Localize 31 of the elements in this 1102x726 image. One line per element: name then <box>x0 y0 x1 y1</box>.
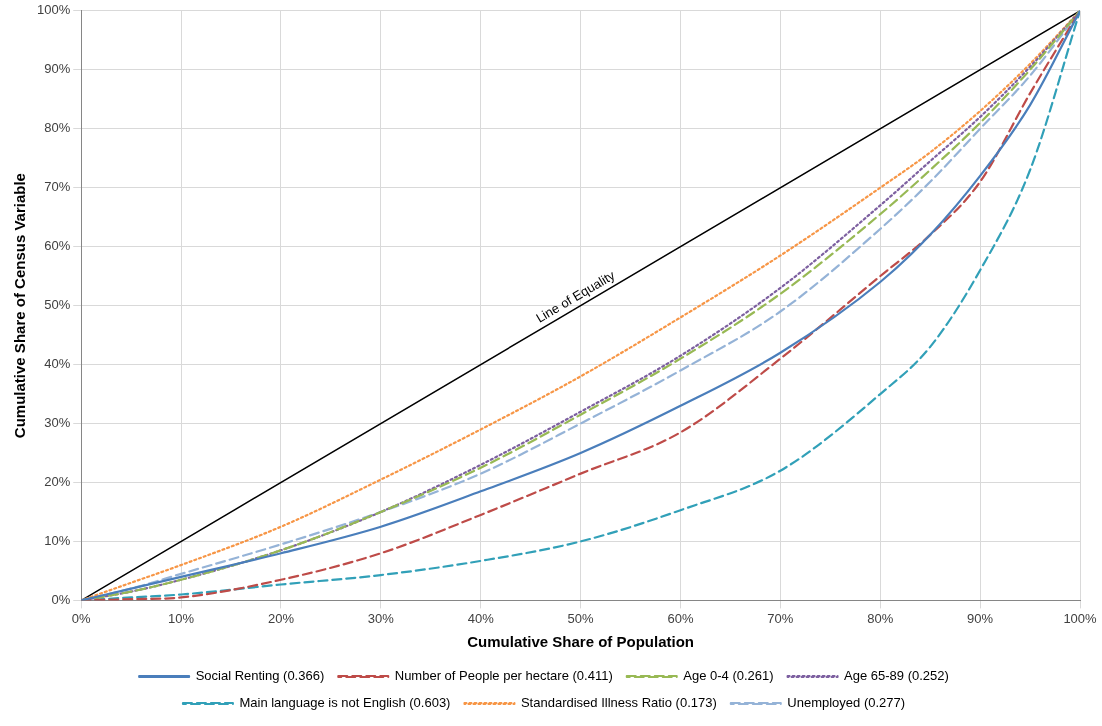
y-tick-label: 30% <box>44 415 71 431</box>
y-tick-label: 40% <box>44 356 71 372</box>
y-tick-label: 90% <box>44 61 71 77</box>
y-tick-label: 10% <box>44 533 71 549</box>
legend-label: Number of People per hectare (0.411) <box>394 668 613 684</box>
x-tick-label: 20% <box>267 610 295 626</box>
x-tick-label: 30% <box>367 610 395 626</box>
legend-label: Social Renting (0.366) <box>195 668 325 684</box>
x-axis-title: Cumulative Share of Population <box>467 633 694 651</box>
y-tick-label: 0% <box>51 591 71 607</box>
y-tick-label: 50% <box>44 297 71 313</box>
legend-label: Standardised Illness Ratio (0.173) <box>520 695 717 711</box>
y-axis-title: Cumulative Share of Census Variable <box>11 173 29 439</box>
legend-label: Age 0-4 (0.261) <box>683 668 774 684</box>
x-tick-label: 80% <box>867 610 894 626</box>
x-tick-label: 90% <box>967 610 994 626</box>
x-tick-label: 50% <box>567 610 595 626</box>
x-tick-label: 0% <box>71 610 92 626</box>
x-tick-label: 100% <box>1063 610 1098 626</box>
x-tick-label: 40% <box>467 610 495 626</box>
y-tick-label: 70% <box>44 179 71 195</box>
legend-label: Unemployed (0.277) <box>787 695 906 711</box>
y-tick-label: 80% <box>44 120 71 136</box>
x-tick-label: 70% <box>767 610 794 626</box>
legend-label: Age 65-89 (0.252) <box>844 668 949 684</box>
x-tick-label: 60% <box>667 610 694 626</box>
y-tick-label: 60% <box>44 238 71 254</box>
legend-label: Main language is not English (0.603) <box>239 695 451 711</box>
x-tick-label: 10% <box>168 610 195 626</box>
y-tick-label: 100% <box>37 2 71 18</box>
y-tick-label: 20% <box>44 474 71 490</box>
